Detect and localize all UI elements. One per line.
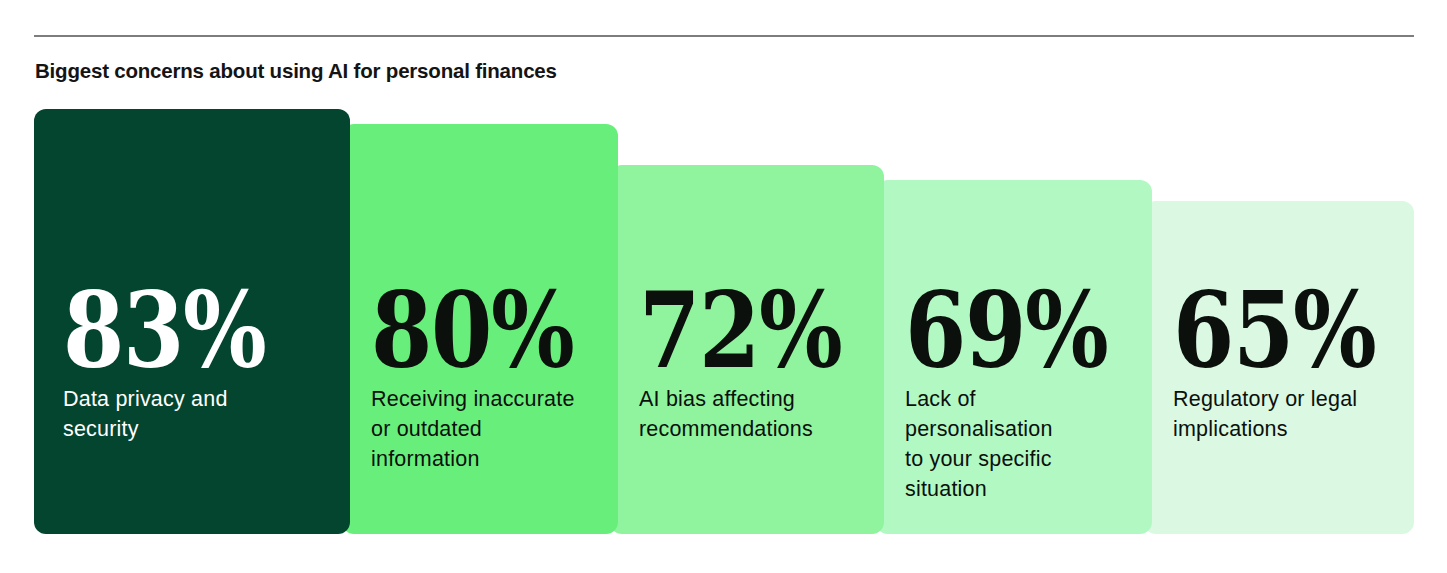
- bar-value: 65%: [1173, 292, 1406, 369]
- bar-value: 72%: [639, 292, 876, 369]
- bar-chart: 83% Data privacy and security 80% Receiv…: [34, 0, 1414, 534]
- bar-value-text: 83%: [63, 292, 266, 369]
- bar-label: Regulatory or legal implications: [1173, 384, 1406, 444]
- bar-value-text: 72%: [639, 292, 842, 369]
- bar-value: 80%: [371, 292, 610, 369]
- bar-regulatory-legal: 65% Regulatory or legal implications: [1144, 201, 1414, 534]
- bar-label: Lack of personalisation to your specific…: [905, 384, 1144, 504]
- bar-content: 69% Lack of personalisation to your spec…: [905, 292, 1144, 534]
- bar-value: 83%: [63, 292, 342, 369]
- bar-inaccurate-info: 80% Receiving inaccurate or outdated inf…: [342, 124, 618, 534]
- infographic-canvas: Biggest concerns about using AI for pers…: [0, 0, 1447, 573]
- bar-label: AI bias affecting recommendations: [639, 384, 876, 444]
- bar-content: 80% Receiving inaccurate or outdated inf…: [371, 292, 610, 534]
- bar-content: 65% Regulatory or legal implications: [1173, 292, 1406, 534]
- bar-label: Receiving inaccurate or outdated informa…: [371, 384, 610, 474]
- bar-label: Data privacy and security: [63, 384, 342, 444]
- bar-data-privacy: 83% Data privacy and security: [34, 109, 350, 534]
- bar-content: 83% Data privacy and security: [63, 292, 342, 534]
- bar-value-text: 80%: [371, 292, 574, 369]
- bar-content: 72% AI bias affecting recommendations: [639, 292, 876, 534]
- bar-lack-personalisation: 69% Lack of personalisation to your spec…: [876, 180, 1152, 534]
- bar-value-text: 65%: [1173, 292, 1376, 369]
- bar-value: 69%: [905, 292, 1144, 369]
- bar-ai-bias: 72% AI bias affecting recommendations: [610, 165, 884, 534]
- bar-value-text: 69%: [905, 292, 1108, 369]
